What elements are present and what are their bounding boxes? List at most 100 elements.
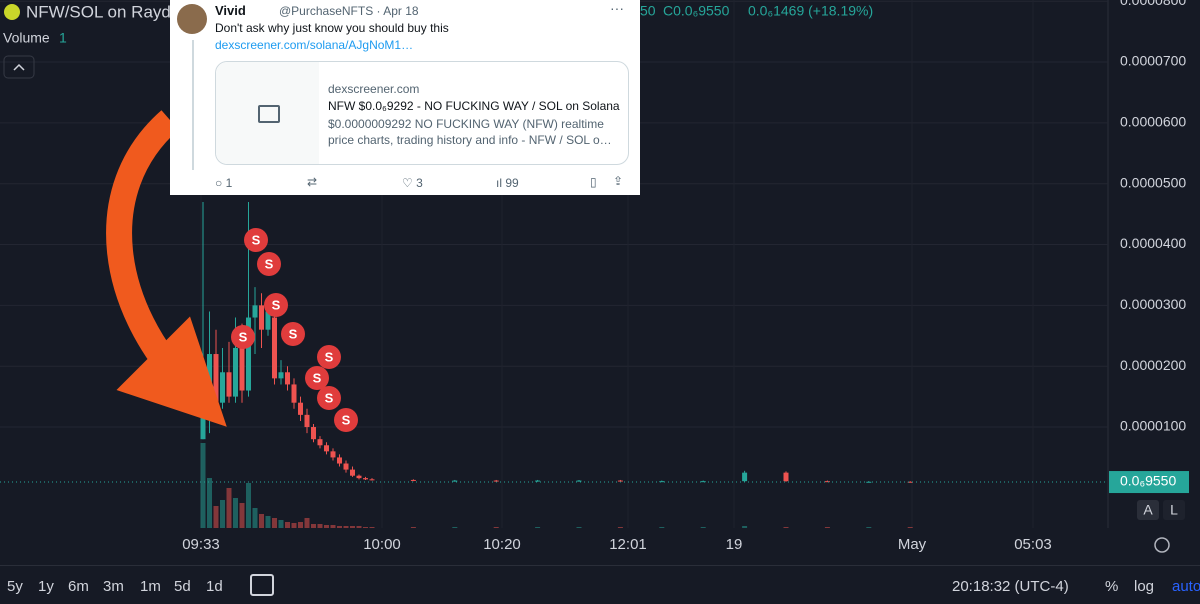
candle-body [226, 372, 232, 397]
x-tick-label: May [898, 536, 927, 553]
candle-body [343, 463, 349, 470]
volume-bar [742, 526, 748, 528]
tweet-handle: @PurchaseNFTS · Apr 18 [279, 4, 419, 18]
candle-body [452, 480, 458, 482]
share-icon[interactable]: ⇪ [613, 174, 624, 188]
range-button[interactable]: 1y [38, 578, 54, 595]
candle-body [207, 354, 212, 397]
y-tick-label: 0.0000800 [1120, 0, 1186, 8]
views: 99 [505, 176, 519, 190]
range-button[interactable]: 1m [140, 578, 161, 595]
view-count[interactable]: ıl 99 [496, 176, 519, 190]
volume-bar [265, 516, 271, 528]
volume-bar [493, 527, 499, 528]
y-tick-label: 0.0000100 [1120, 418, 1186, 434]
date-range-icon[interactable] [250, 574, 274, 596]
tweet-name: Vivid [215, 3, 246, 18]
volume-bar [317, 524, 323, 528]
volume-bar [350, 526, 355, 528]
volume-bar [298, 522, 303, 528]
auto-toggle[interactable]: auto [1172, 578, 1200, 595]
candle-body [783, 472, 789, 482]
candle-body [285, 372, 290, 385]
range-button[interactable]: 1d [206, 578, 223, 595]
candle-body [350, 469, 355, 476]
volume-bar [207, 478, 212, 528]
range-button[interactable]: 6m [68, 578, 89, 595]
tweet-text: Don't ask why just know you should buy t… [215, 21, 449, 35]
volume-bar [285, 522, 290, 528]
card-desc: $0.0000009292 NO FUCKING WAY (NFW) realt… [328, 117, 612, 147]
log-toggle[interactable]: log [1134, 578, 1155, 595]
candle-body [272, 317, 277, 379]
sell-marker-label: S [252, 232, 261, 247]
sell-marker [317, 345, 341, 369]
y-tick-label: 0.0000300 [1120, 296, 1186, 312]
replies: 1 [225, 176, 233, 190]
volume-bar [337, 526, 342, 528]
candle-body [742, 472, 748, 482]
collapse-button[interactable] [3, 55, 35, 79]
sell-marker [264, 293, 288, 317]
y-tick-label: 0.0000200 [1120, 357, 1186, 373]
candle-body [200, 396, 206, 440]
candle-body [824, 481, 830, 483]
thread-line [192, 40, 194, 170]
candle-body [246, 317, 251, 391]
candle-body [265, 311, 271, 330]
candle-body [330, 451, 336, 458]
clock: 20:18:32 (UTC-4) [952, 578, 1069, 595]
card-image [216, 62, 319, 164]
candle-body [278, 372, 284, 379]
percent-toggle[interactable]: % [1105, 578, 1119, 595]
volume-bar [452, 527, 458, 528]
bookmark-icon[interactable]: ▯ [590, 175, 597, 189]
volume-bar [343, 526, 349, 528]
range-button[interactable]: 5y [7, 578, 23, 595]
volume-bar [783, 527, 789, 528]
candle-body [317, 439, 323, 446]
sell-marker [231, 325, 255, 349]
more-icon[interactable]: ··· [610, 0, 624, 16]
volume-bar [252, 508, 258, 528]
x-tick-label: 10:00 [363, 536, 401, 553]
settings-icon[interactable] [1154, 537, 1170, 553]
sell-marker-label: S [313, 370, 322, 385]
volume-bar [304, 518, 310, 528]
candle-body [659, 481, 665, 483]
volume-bar [907, 527, 913, 528]
card-title: NFW $0.0₆9292 - NO FUCKING WAY / SOL on … [328, 99, 620, 113]
candle-body [535, 480, 541, 482]
last-price-label: 0.0₆9550 [1120, 473, 1176, 489]
scale-button-label: L [1170, 502, 1178, 518]
volume-label: Volume [3, 30, 50, 46]
reply-count[interactable]: ○ 1 [215, 176, 233, 190]
candle-body [907, 481, 913, 483]
sell-marker [281, 322, 305, 346]
card-icon [258, 105, 280, 123]
retweet-icon[interactable]: ⇄ [307, 175, 318, 189]
y-tick-label: 0.0000700 [1120, 53, 1186, 69]
ohlc-close: C0.0₆9550 [663, 3, 730, 19]
volume-bar [324, 525, 329, 528]
y-tick-label: 0.0000500 [1120, 174, 1186, 190]
sell-marker-label: S [239, 329, 248, 344]
scale-button[interactable] [1137, 500, 1159, 520]
volume-bar [246, 483, 251, 528]
candle-body [259, 305, 264, 330]
range-button[interactable]: 3m [103, 578, 124, 595]
candle-body [363, 478, 368, 480]
volume-bar [239, 503, 245, 528]
scale-button[interactable] [1163, 500, 1185, 520]
volume-bar [291, 523, 297, 528]
tweet-link[interactable]: dexscreener.com/solana/AJgNoM1… [215, 38, 414, 52]
like-count[interactable]: ♡ 3 [402, 176, 423, 190]
candle-body [304, 414, 310, 428]
link-card[interactable] [215, 61, 629, 165]
range-button[interactable]: 5d [174, 578, 191, 595]
x-tick-label: 19 [726, 536, 743, 553]
candle-body [369, 479, 375, 481]
candle-body [252, 305, 258, 318]
volume-bar [311, 524, 316, 528]
